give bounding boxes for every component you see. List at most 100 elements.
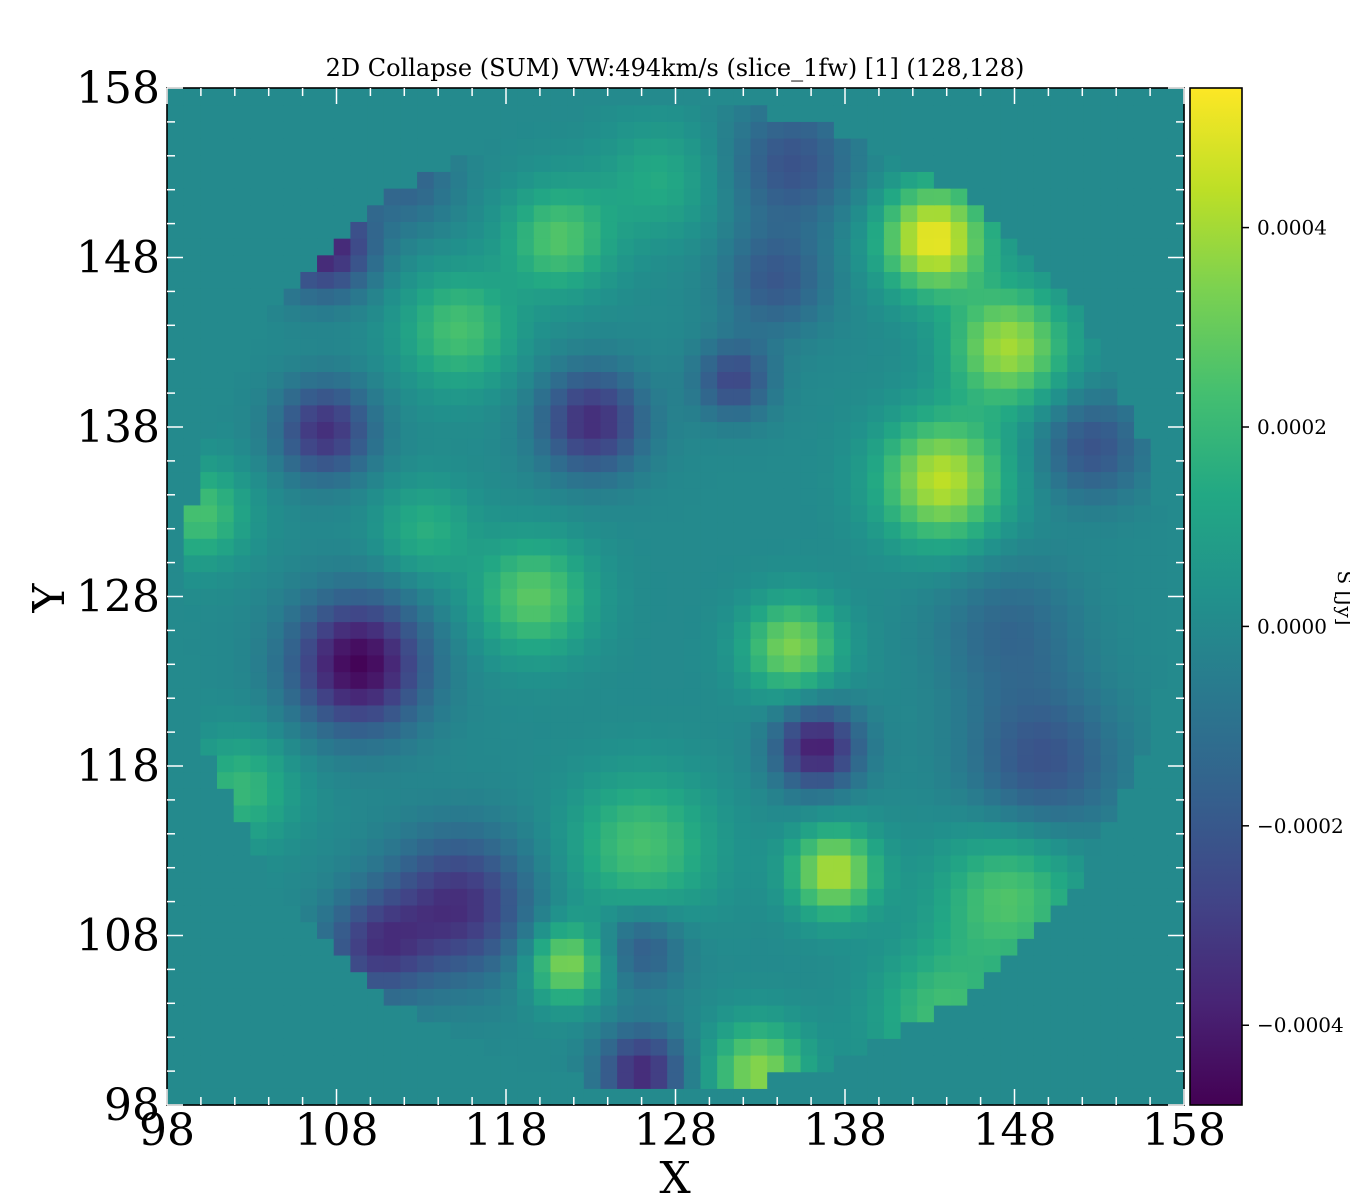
heatmap-cell <box>217 171 235 189</box>
heatmap-cell <box>183 538 201 556</box>
heatmap-cell <box>283 721 301 739</box>
heatmap-cell <box>683 288 702 306</box>
heatmap-cell <box>267 304 285 323</box>
heatmap-cell <box>317 104 335 122</box>
heatmap-cell <box>417 438 435 456</box>
heatmap-cell <box>617 138 635 156</box>
heatmap-cell <box>1017 838 1035 856</box>
heatmap-cell <box>817 571 835 589</box>
heatmap-cell <box>617 104 635 122</box>
heatmap-cell <box>1050 571 1068 589</box>
heatmap-cell <box>767 788 785 806</box>
heatmap-cell <box>567 804 585 823</box>
heatmap-cell <box>967 1088 985 1106</box>
heatmap-cell <box>317 521 335 539</box>
heatmap-cell <box>1117 121 1135 139</box>
heatmap-cell <box>1017 654 1035 673</box>
heatmap-cell <box>733 488 752 506</box>
heatmap-cell <box>933 371 952 389</box>
heatmap-cell <box>383 1004 402 1023</box>
y-tick-label: 118 <box>76 741 160 792</box>
heatmap-cell <box>200 304 218 323</box>
heatmap-cell <box>167 638 185 656</box>
heatmap-cell <box>300 854 318 873</box>
heatmap-cell <box>500 671 518 689</box>
heatmap-cell <box>233 988 251 1006</box>
heatmap-cell <box>333 421 351 439</box>
heatmap-cell <box>733 154 752 172</box>
heatmap-cell <box>800 888 818 906</box>
heatmap-cell <box>533 371 552 389</box>
heatmap-cell <box>200 504 218 523</box>
heatmap-cell <box>200 838 218 856</box>
heatmap-cell <box>1050 371 1068 389</box>
heatmap-cell <box>1167 188 1185 206</box>
heatmap-cell <box>717 604 735 623</box>
heatmap-cell <box>867 1054 885 1073</box>
heatmap-cell <box>850 738 868 756</box>
heatmap-cell <box>1100 638 1118 656</box>
heatmap-cell <box>200 88 218 106</box>
heatmap-cell <box>400 754 418 773</box>
heatmap-cell <box>167 938 185 956</box>
heatmap-cell <box>250 688 268 706</box>
heatmap-cell <box>617 604 635 623</box>
heatmap-cell <box>1100 538 1118 556</box>
heatmap-cell <box>500 521 518 539</box>
heatmap-cell <box>450 271 468 289</box>
heatmap-cell <box>1167 354 1185 373</box>
heatmap-cell <box>317 1054 335 1073</box>
heatmap-cell <box>900 271 918 289</box>
heatmap-cell <box>383 304 402 323</box>
heatmap-cell <box>617 288 635 306</box>
heatmap-cell <box>1083 154 1102 172</box>
heatmap-cell <box>467 321 485 339</box>
heatmap-cell <box>717 438 735 456</box>
heatmap-cell <box>183 721 201 739</box>
heatmap-cell <box>517 188 535 206</box>
heatmap-cell <box>250 438 268 456</box>
heatmap-cell <box>533 1054 552 1073</box>
heatmap-cell <box>633 154 652 172</box>
heatmap-cell <box>1067 304 1085 323</box>
heatmap-cell <box>867 788 885 806</box>
heatmap-cell <box>1117 454 1135 473</box>
heatmap-cell <box>250 171 268 189</box>
heatmap-cell <box>533 838 552 856</box>
heatmap-cell <box>667 838 685 856</box>
heatmap-cell <box>767 1038 785 1056</box>
heatmap-cell <box>533 704 552 723</box>
heatmap-cell <box>850 404 868 423</box>
heatmap-cell <box>933 1038 952 1056</box>
heatmap-cell <box>1000 488 1018 506</box>
heatmap-cell <box>767 771 785 789</box>
heatmap-cell <box>700 1021 718 1039</box>
heatmap-cell <box>933 1054 952 1073</box>
heatmap-cell <box>317 88 335 106</box>
heatmap-cell <box>533 504 552 523</box>
heatmap-cell <box>500 571 518 589</box>
heatmap-cell <box>767 604 785 623</box>
heatmap-cell <box>1017 554 1035 573</box>
heatmap-cell <box>267 938 285 956</box>
heatmap-cell <box>733 138 752 156</box>
heatmap-cell <box>267 1054 285 1073</box>
heatmap-cell <box>617 504 635 523</box>
heatmap-cell <box>683 971 702 989</box>
heatmap-cell <box>1067 888 1085 906</box>
heatmap-cell <box>250 104 268 122</box>
heatmap-cell <box>667 171 685 189</box>
heatmap-cell <box>183 888 201 906</box>
heatmap-cell <box>617 388 635 406</box>
heatmap-cell <box>983 554 1002 573</box>
heatmap-cell <box>1100 621 1118 639</box>
heatmap-cell <box>733 554 752 573</box>
heatmap-cell <box>783 521 802 539</box>
heatmap-cell <box>733 871 752 889</box>
heatmap-cell <box>650 771 668 789</box>
heatmap-cell <box>183 388 201 406</box>
heatmap-cell <box>800 938 818 956</box>
heatmap-cell <box>950 888 968 906</box>
heatmap-cell <box>183 354 201 373</box>
heatmap-cell <box>1033 904 1052 923</box>
